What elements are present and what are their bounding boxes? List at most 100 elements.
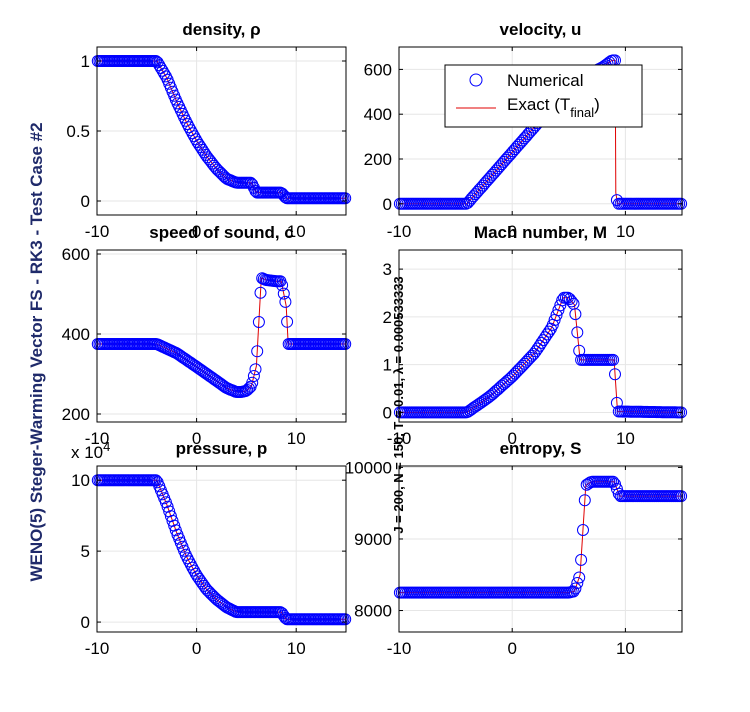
panel-title: velocity, u: [500, 20, 582, 39]
panel-title: pressure, p: [176, 439, 268, 458]
data-point: [569, 582, 582, 595]
data-point: [339, 613, 352, 626]
y-tick-label: 8000: [354, 602, 392, 621]
data-point: [675, 406, 688, 419]
y-tick-label: 2: [383, 308, 392, 327]
x-tick-label: -10: [387, 429, 412, 448]
figure-title: WENO(5) Steger-Warming Vector FS - RK3 -…: [27, 122, 46, 581]
x-tick-label: 10: [616, 222, 635, 241]
axes-box: [398, 46, 683, 216]
data-point: [571, 577, 584, 589]
axes-box: [96, 465, 347, 633]
legend-marker-numerical: [469, 73, 483, 87]
data-point: [675, 490, 688, 503]
y-tick-label: 0: [383, 195, 392, 214]
x-tick-label: 10: [287, 429, 306, 448]
data-point: [281, 315, 294, 328]
panel-3: -10 0 10 200 400 600 speed of sound, c: [62, 223, 352, 448]
data-point: [279, 295, 292, 308]
data-point: [675, 197, 688, 210]
data-point: [158, 67, 171, 80]
panel-title: Mach number, M: [474, 223, 607, 242]
data-point: [554, 299, 567, 312]
data-point: [242, 382, 255, 395]
data-point: [254, 286, 267, 299]
x-tick-label: 0: [192, 639, 201, 658]
legend-label-numerical: Numerical: [507, 71, 584, 90]
data-point: [556, 294, 569, 307]
panel-6: -10 0 10 8000 9000 10000 entropy, S: [345, 439, 688, 658]
axes-box: [398, 249, 683, 423]
y-tick-label: 5: [81, 542, 90, 561]
data-point: [276, 279, 289, 292]
panel-4: -10 0 10 0 1 2 3 Mach number, M: [383, 223, 688, 448]
x-tick-label: 10: [616, 639, 635, 658]
x-tick-label: -10: [85, 222, 110, 241]
x-tick-label: -10: [387, 222, 412, 241]
data-point: [252, 316, 265, 328]
x-tick-label: 10: [616, 429, 635, 448]
data-point: [206, 589, 219, 602]
data-point: [251, 345, 264, 358]
y-tick-label: 0.5: [66, 122, 90, 141]
data-point: [569, 308, 582, 321]
data-point: [612, 487, 625, 500]
y-tick-label: 10: [71, 471, 90, 490]
x-tick-label: 0: [192, 429, 201, 448]
x-tick-label: 0: [507, 639, 516, 658]
x-tick-label: 0: [192, 222, 201, 241]
data-point: [183, 121, 196, 134]
series-numerical-markers: [393, 291, 688, 419]
panel-title: density, ρ: [182, 20, 260, 39]
y-tick-label: 0: [81, 192, 90, 211]
data-point: [214, 166, 227, 179]
data-point: [183, 555, 196, 568]
data-point: [181, 552, 194, 565]
x-tick-label: 10: [287, 222, 306, 241]
data-point: [149, 474, 162, 487]
series-numerical-markers: [91, 55, 352, 205]
x-tick-label: -10: [85, 429, 110, 448]
data-point: [339, 192, 352, 205]
y-tick-label: 200: [364, 150, 392, 169]
data-point: [578, 494, 591, 507]
data-point: [186, 127, 199, 140]
data-point: [249, 363, 262, 376]
data-point: [607, 475, 620, 488]
data-point: [184, 124, 197, 137]
panel-5: -10 0 10 0 5 10 pressure, p x 104: [71, 439, 352, 658]
data-point: [203, 153, 216, 166]
y-tick-label: 0: [81, 613, 90, 632]
series-numerical-markers: [393, 475, 688, 599]
data-point: [543, 325, 555, 338]
data-point: [246, 376, 259, 389]
data-point: [577, 524, 589, 536]
y-tick-label: 200: [62, 405, 90, 424]
data-point: [184, 558, 197, 571]
plot-area: [399, 250, 682, 422]
y-tick-label: 600: [62, 245, 90, 264]
data-point: [610, 396, 623, 409]
y-tick-label: 1: [383, 356, 392, 375]
y-tick-label: 1: [81, 52, 90, 71]
series-numerical-markers: [91, 272, 352, 398]
y-tick-label: 400: [364, 105, 392, 124]
data-point: [573, 571, 586, 584]
panel-1: -10 0 10 0 0.5 1 density, ρ: [66, 20, 352, 241]
data-point: [168, 519, 181, 532]
series-numerical-markers: [91, 474, 352, 626]
panel-title: entropy, S: [500, 439, 582, 458]
y-tick-label: 10000: [345, 458, 392, 477]
y-multiplier: x 104: [71, 439, 110, 462]
plot-area: [97, 466, 346, 632]
parameter-annotation: J = 200, N = 150, T = 0.01, λ = 0.000533…: [391, 276, 406, 533]
y-tick-label: 600: [364, 60, 392, 79]
y-tick-label: 400: [62, 325, 90, 344]
x-tick-label: 0: [507, 222, 516, 241]
data-point: [277, 287, 290, 300]
data-point: [567, 585, 580, 598]
legend-box: [444, 64, 643, 128]
data-point: [575, 553, 588, 566]
